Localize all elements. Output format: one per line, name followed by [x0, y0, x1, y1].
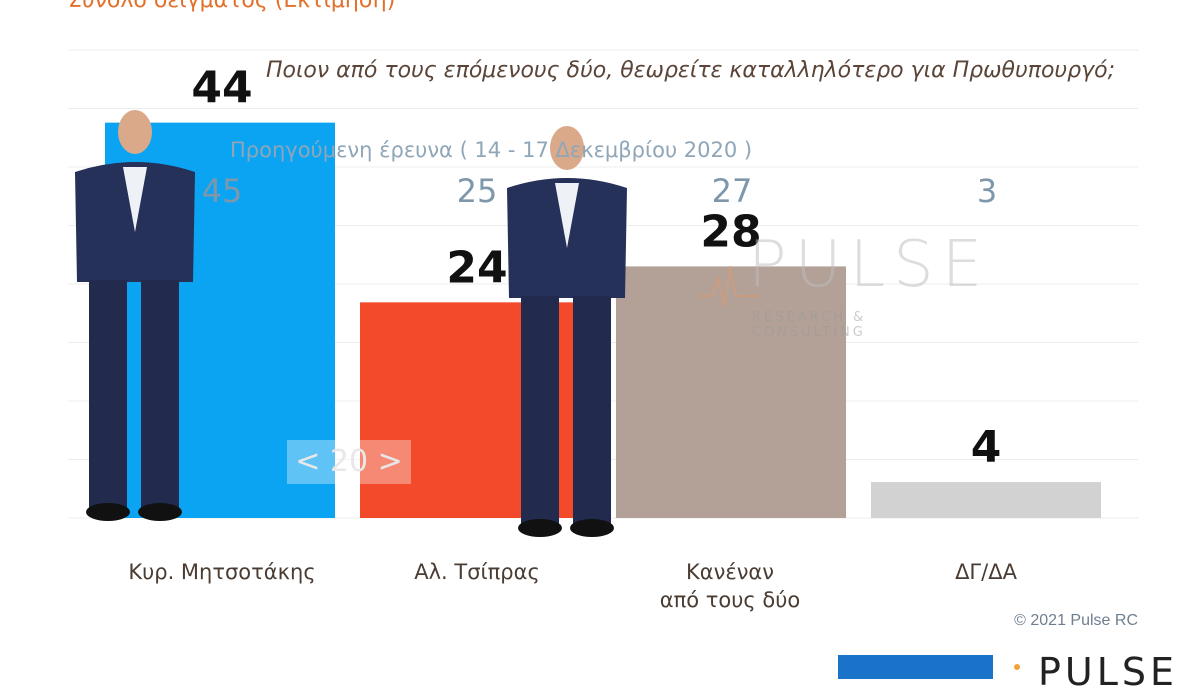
survey-question: Ποιον από τους επόμενους δύο, θεωρείτε κ…: [265, 58, 1115, 83]
previous-survey-label: Προηγούμενη έρευνα ( 14 - 17 Δεκεμβρίου …: [230, 138, 753, 162]
category-label-mitsotakis: Κυρ. Μητσοτάκης: [128, 560, 316, 584]
person-tsipras-head: [550, 126, 584, 170]
person-mitsotakis-left-shoe: [86, 503, 130, 521]
pulse-watermark: PULSE RESEARCH & CONSULTING: [700, 228, 982, 340]
person-mitsotakis-shirt: [123, 167, 147, 232]
category-label-none: Κανέναν από τους δύο: [600, 558, 860, 614]
category-label-dk: ΔΓ/ΔΑ: [955, 560, 1017, 584]
copyright: © 2021 Pulse RC: [1014, 612, 1138, 629]
person-mitsotakis-right-leg: [141, 280, 179, 508]
category-label-tsipras: Αλ. Τσίπρας: [414, 560, 540, 584]
previous-value-dk: 3: [976, 172, 998, 210]
value-label-mitsotakis: 44: [191, 63, 252, 114]
person-mitsotakis-left-leg: [89, 280, 127, 508]
category-label-none-line1: Κανέναν: [686, 560, 774, 584]
footer-pulse-logo: PULSE: [1038, 650, 1179, 694]
value-label-none: 28: [700, 206, 761, 257]
watermark-subtitle: RESEARCH & CONSULTING: [752, 310, 867, 340]
watermark-word: PULSE: [748, 228, 991, 302]
person-tsipras-left-shoe: [518, 519, 562, 537]
person-mitsotakis: [75, 110, 195, 521]
value-label-dk: 4: [971, 422, 1002, 473]
pulse-line-icon: [700, 265, 760, 307]
value-label-tsipras: 24: [446, 242, 507, 293]
previous-value-none: 27: [711, 172, 753, 210]
chart-title: Σύνολο δείγματος (Εκτίμηση): [68, 0, 396, 13]
bar-dk: [871, 482, 1101, 518]
previous-value-mitsotakis: 45: [201, 172, 243, 210]
person-tsipras: [507, 126, 627, 537]
person-mitsotakis-head: [118, 110, 152, 154]
bar-chart: 44 24 28 4: [68, 49, 1138, 537]
person-tsipras-shirt: [555, 183, 579, 248]
person-tsipras-left-leg: [521, 296, 559, 524]
category-label-none-line2: από τους δύο: [659, 588, 801, 612]
person-mitsotakis-right-shoe: [138, 503, 182, 521]
bar-none: [616, 266, 846, 518]
difference-badge: < 20 >: [287, 440, 411, 484]
logo-dot-icon: [1014, 664, 1020, 670]
person-tsipras-right-shoe: [570, 519, 614, 537]
previous-value-tsipras: 25: [456, 172, 498, 210]
partner-logo: [838, 655, 993, 679]
person-tsipras-right-leg: [573, 296, 611, 524]
